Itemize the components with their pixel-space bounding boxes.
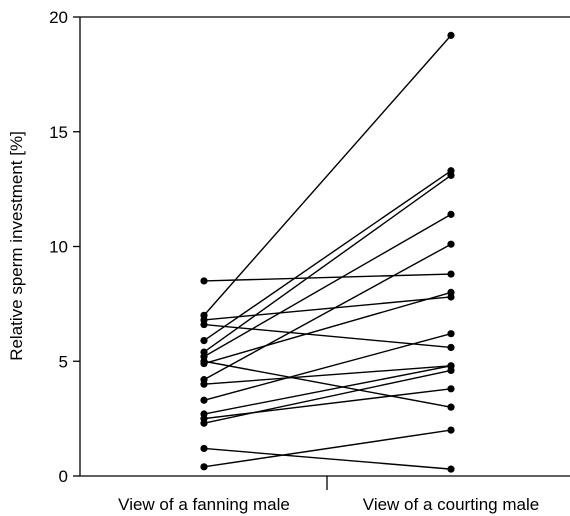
data-point: [200, 444, 208, 453]
y-tick-label: 20: [49, 8, 68, 27]
series-line: [203, 429, 452, 468]
series-line: [203, 388, 452, 420]
x-tick-label: View of a fanning male: [118, 495, 290, 514]
paired-observation: [200, 320, 455, 352]
data-point: [200, 277, 208, 285]
series-line: [203, 365, 452, 415]
paired-observation: [200, 330, 455, 404]
data-point: [200, 320, 208, 329]
data-series: [200, 31, 455, 473]
data-point: [447, 270, 455, 278]
series-line: [203, 360, 452, 408]
paired-observation: [200, 167, 455, 345]
data-point: [200, 419, 208, 427]
series-line: [203, 365, 452, 385]
series-line: [203, 34, 452, 316]
paired-observation: [200, 210, 455, 361]
y-tick-label: 15: [49, 123, 68, 142]
paired-observation: [200, 240, 455, 384]
y-tick-label: 10: [49, 238, 68, 257]
data-point: [447, 385, 455, 393]
series-line: [203, 323, 452, 349]
series-line: [203, 369, 452, 424]
series-line: [203, 333, 452, 401]
paired-observation: [200, 357, 455, 411]
data-point: [447, 240, 455, 248]
data-point: [200, 396, 208, 404]
paired-observation: [200, 444, 455, 473]
data-point: [200, 463, 208, 471]
data-point: [447, 366, 455, 375]
series-line: [203, 273, 452, 282]
data-point: [447, 31, 455, 39]
series-line: [203, 447, 452, 470]
data-point: [447, 330, 455, 338]
data-point: [447, 288, 455, 296]
series-line: [203, 170, 452, 342]
data-point: [447, 171, 455, 179]
paired-observation: [200, 426, 455, 471]
y-axis-label: Relative sperm investment [%]: [7, 131, 26, 361]
data-point: [447, 403, 455, 411]
data-point: [447, 343, 455, 352]
paired-observation: [200, 171, 455, 356]
paired-observation: [200, 362, 455, 418]
x-tick-label: View of a courting male: [363, 495, 539, 514]
data-point: [200, 380, 208, 388]
axes: 0 5 10 15 20 View of a fanning male View of a …: [49, 8, 570, 514]
data-point: [447, 426, 455, 434]
y-tick-label: 0: [59, 467, 68, 486]
series-line: [203, 174, 452, 353]
data-point: [447, 210, 455, 218]
paired-observation: [200, 270, 455, 285]
series-line: [203, 213, 452, 358]
series-line: [203, 243, 452, 381]
series-line: [203, 291, 452, 365]
paired-observation: [200, 293, 455, 324]
data-point: [200, 359, 208, 368]
paired-observation: [200, 366, 455, 427]
y-tick-label: 5: [59, 352, 68, 371]
paired-observation: [200, 288, 455, 368]
data-point: [447, 465, 455, 473]
data-point: [200, 336, 208, 345]
series-line: [203, 296, 452, 321]
paired-observation: [200, 31, 455, 319]
